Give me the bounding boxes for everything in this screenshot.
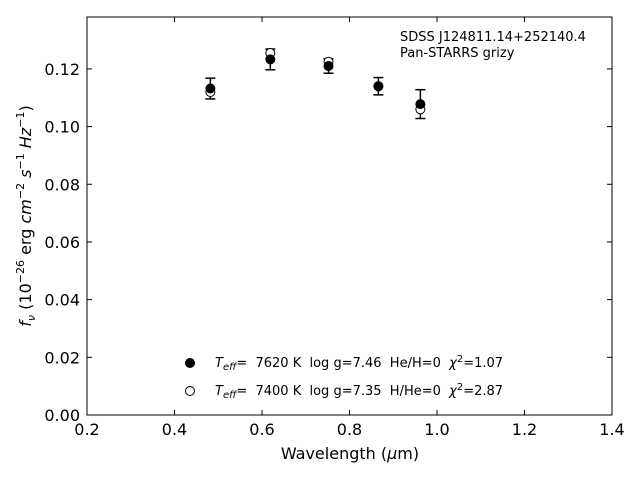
x-axis-ticks: 0.2 0.4 0.6 0.8 1.0 1.2 1.4 — [74, 17, 625, 439]
observed-point — [205, 83, 216, 94]
x-tick-label: 0.4 — [162, 420, 187, 439]
legend: Teff= 7620 K log g=7.46 He/H=0 χ2=1.07 T… — [185, 354, 503, 401]
y-tick-label: 0.12 — [44, 60, 80, 79]
survey-annotation: Pan-STARRS grizy — [400, 46, 515, 61]
y-tick-label: 0.10 — [44, 118, 80, 137]
y-tick-label: 0.02 — [44, 348, 80, 367]
legend-marker-open — [185, 386, 195, 396]
x-tick-label: 1.4 — [599, 420, 624, 439]
legend-entry-1: Teff= 7620 K log g=7.46 He/H=0 χ2=1.07 — [215, 354, 503, 373]
x-axis-label: Wavelength (μm) — [281, 444, 419, 463]
x-tick-label: 0.6 — [249, 420, 274, 439]
x-tick-label: 0.2 — [74, 420, 99, 439]
data-markers — [205, 48, 426, 115]
y-axis-ticks: 0.00 0.02 0.04 0.06 0.08 0.10 0.12 — [44, 60, 612, 425]
y-tick-label: 0.06 — [44, 233, 80, 252]
x-tick-label: 0.8 — [337, 420, 362, 439]
x-tick-label: 1.2 — [512, 420, 537, 439]
legend-entry-2: Teff= 7400 K log g=7.35 H/He=0 χ2=2.87 — [215, 382, 503, 401]
y-tick-label: 0.08 — [44, 175, 80, 194]
observed-point — [415, 99, 426, 110]
x-tick-label: 1.0 — [424, 420, 449, 439]
observed-point — [265, 54, 276, 65]
error-bars — [205, 48, 426, 120]
y-axis-label: fν (10−26 erg cm−2 s−1 Hz−1) — [14, 105, 38, 326]
y-tick-label: 0.04 — [44, 291, 80, 310]
y-tick-label: 0.00 — [44, 406, 80, 425]
observed-point — [323, 61, 334, 72]
legend-marker-filled — [185, 358, 195, 368]
observed-point — [373, 81, 384, 92]
object-name-annotation: SDSS J124811.14+252140.4 — [400, 30, 586, 45]
